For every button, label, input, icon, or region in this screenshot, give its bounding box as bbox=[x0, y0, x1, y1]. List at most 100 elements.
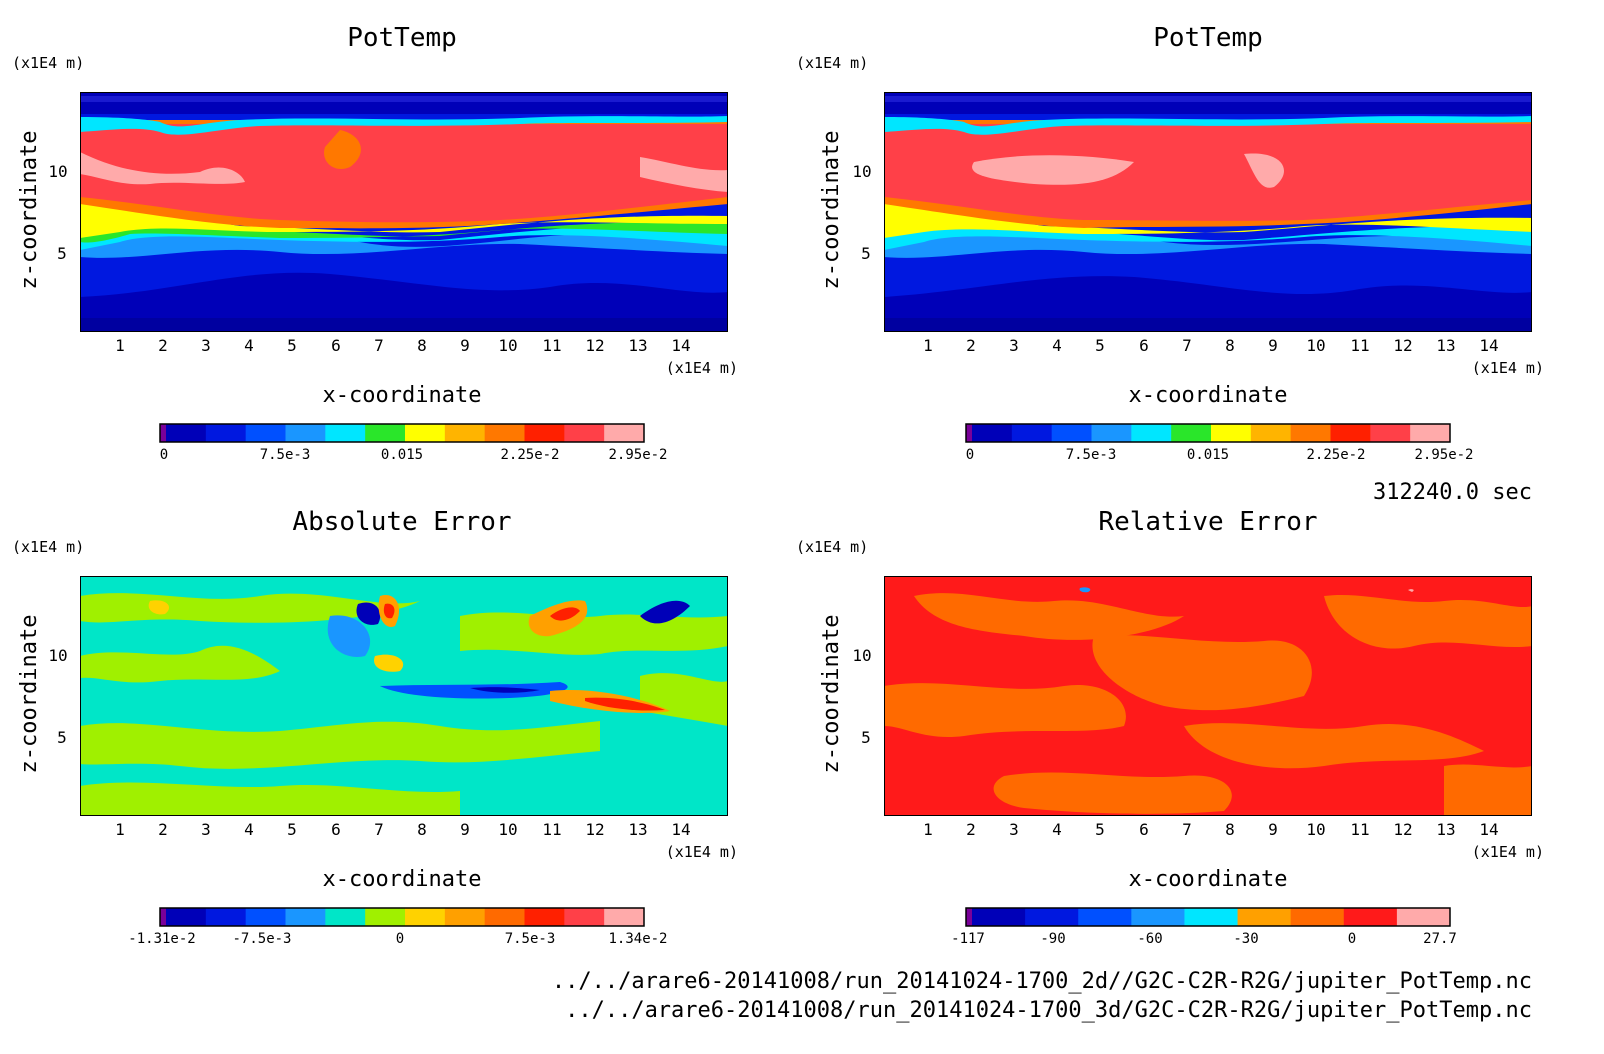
x-tick-label: 11 bbox=[1350, 336, 1369, 355]
x-axis-label: x-coordinate bbox=[1129, 383, 1288, 408]
top-band bbox=[80, 96, 728, 102]
bottom-layer bbox=[884, 318, 1532, 332]
colorbar-swatch bbox=[524, 424, 565, 442]
negative-blob bbox=[327, 615, 371, 657]
colorbar-label: -30 bbox=[1233, 931, 1258, 947]
panel-pottemp-3d: PotTemp (x1E4 m) z-coordinate 1 2 3 4 5 … bbox=[796, 23, 1544, 463]
colorbar-swatch bbox=[604, 908, 645, 926]
negative-core bbox=[640, 600, 690, 624]
colorbar-swatch bbox=[972, 908, 1026, 926]
negative-core bbox=[356, 602, 381, 625]
colorbar-label: -1.31e-2 bbox=[128, 931, 195, 947]
x-axis-label: x-coordinate bbox=[1129, 867, 1288, 892]
colorbar-swatch bbox=[484, 908, 525, 926]
colorbar-swatch bbox=[1370, 424, 1411, 442]
y-unit-label: (x1E4 m) bbox=[12, 538, 84, 556]
moderate-zone bbox=[1092, 634, 1312, 711]
colorbar-label: -60 bbox=[1137, 931, 1162, 947]
y-axis-label: z-coordinate bbox=[819, 615, 844, 774]
colorbar-swatch bbox=[245, 424, 286, 442]
chart-title: PotTemp bbox=[347, 23, 457, 53]
colorbar-swatch bbox=[966, 908, 973, 926]
colorbar-labels: 0 7.5e-3 0.015 2.25e-2 2.95e-2 bbox=[966, 447, 1474, 463]
green-zone bbox=[460, 612, 728, 655]
colorbar-swatch bbox=[245, 908, 286, 926]
x-tick-label: 5 bbox=[287, 820, 297, 839]
x-axis-ticks: 1 2 3 4 5 6 7 8 9 10 11 12 13 14 bbox=[115, 820, 690, 839]
y-unit-label: (x1E4 m) bbox=[796, 54, 868, 72]
x-tick-label: 8 bbox=[1225, 820, 1235, 839]
y-axis-label: z-coordinate bbox=[17, 131, 42, 290]
x-tick-label: 6 bbox=[331, 820, 341, 839]
orange-blob bbox=[324, 130, 361, 170]
colorbar-swatch bbox=[1396, 908, 1451, 926]
pale-patch-mid bbox=[1244, 153, 1284, 188]
x-tick-label: 2 bbox=[966, 336, 976, 355]
colorbar-swatch bbox=[405, 424, 446, 442]
x-tick-label: 3 bbox=[201, 820, 211, 839]
x-tick-label: 4 bbox=[244, 820, 254, 839]
x-tick-label: 7 bbox=[374, 820, 384, 839]
x-tick-label: 3 bbox=[1009, 820, 1019, 839]
colorbar-label: 7.5e-3 bbox=[505, 931, 556, 947]
x-tick-label: 5 bbox=[1095, 820, 1105, 839]
x-tick-label: 3 bbox=[201, 336, 211, 355]
x-tick-label: 11 bbox=[542, 820, 561, 839]
panel-absolute-error: Absolute Error (x1E4 m) z-coordinate bbox=[12, 507, 738, 947]
colorbar-label: 0 bbox=[160, 447, 168, 463]
colorbar-swatch bbox=[1211, 424, 1252, 442]
colorbar-label: 1.34e-2 bbox=[608, 931, 667, 947]
colorbar-label: -7.5e-3 bbox=[232, 931, 291, 947]
colorbar-swatch bbox=[604, 424, 645, 442]
green-zone bbox=[640, 673, 728, 726]
x-unit-label: (x1E4 m) bbox=[1472, 843, 1544, 861]
colorbar-label: 0.015 bbox=[1187, 447, 1229, 463]
colorbar-swatch bbox=[1290, 908, 1345, 926]
x-tick-label: 8 bbox=[417, 336, 427, 355]
x-tick-label: 12 bbox=[585, 820, 604, 839]
x-tick-label: 6 bbox=[1139, 820, 1149, 839]
x-tick-label: 4 bbox=[1052, 820, 1062, 839]
pale-patch-left bbox=[80, 152, 245, 185]
x-tick-label: 12 bbox=[1393, 820, 1412, 839]
colorbar-swatch bbox=[1343, 908, 1398, 926]
transition-blue bbox=[884, 234, 1532, 258]
colorbar-frame bbox=[965, 423, 1451, 443]
positive-small bbox=[148, 600, 170, 615]
negative-band bbox=[380, 682, 568, 699]
x-tick-label: 13 bbox=[628, 820, 647, 839]
colorbar-swatch bbox=[1091, 424, 1132, 442]
transition-green bbox=[80, 204, 728, 243]
x-tick-label: 12 bbox=[1393, 336, 1412, 355]
colorbar-label: 0 bbox=[396, 931, 404, 947]
colorbar-label: 0 bbox=[1348, 931, 1356, 947]
top-transition bbox=[80, 116, 728, 135]
colorbar-swatch bbox=[1410, 424, 1451, 442]
colorbar-swatch bbox=[444, 908, 486, 926]
colorbar-swatch bbox=[1184, 908, 1239, 926]
y-tick-label: 5 bbox=[861, 728, 871, 747]
colorbar-label: -117 bbox=[951, 931, 985, 947]
x-tick-label: 1 bbox=[115, 336, 125, 355]
x-tick-label: 13 bbox=[628, 336, 647, 355]
colorbar-swatch bbox=[205, 908, 247, 926]
upper-red bbox=[884, 124, 1532, 221]
x-axis-ticks: 1 2 3 4 5 6 7 8 9 10 11 12 13 14 bbox=[923, 820, 1498, 839]
y-tick-label: 5 bbox=[57, 728, 67, 747]
moderate-zone bbox=[1444, 764, 1532, 816]
colorbar-swatch bbox=[285, 424, 326, 442]
colorbar-swatch bbox=[160, 424, 167, 442]
x-tick-label: 14 bbox=[671, 820, 690, 839]
file-path-1: ../../arare6-20141008/run_20141024-1700_… bbox=[552, 969, 1532, 994]
y-unit-label: (x1E4 m) bbox=[12, 54, 84, 72]
colorbar-swatch bbox=[1250, 424, 1292, 442]
colorbar-labels: 0 7.5e-3 0.015 2.25e-2 2.95e-2 bbox=[160, 447, 668, 463]
x-tick-label: 9 bbox=[1268, 820, 1278, 839]
x-tick-label: 13 bbox=[1436, 820, 1455, 839]
top-layer bbox=[80, 92, 728, 114]
colorbar-label: 2.95e-2 bbox=[608, 447, 667, 463]
green-zone bbox=[80, 721, 600, 769]
moderate-zone bbox=[1184, 723, 1484, 769]
y-axis-label: z-coordinate bbox=[819, 131, 844, 290]
x-axis-label: x-coordinate bbox=[323, 383, 482, 408]
